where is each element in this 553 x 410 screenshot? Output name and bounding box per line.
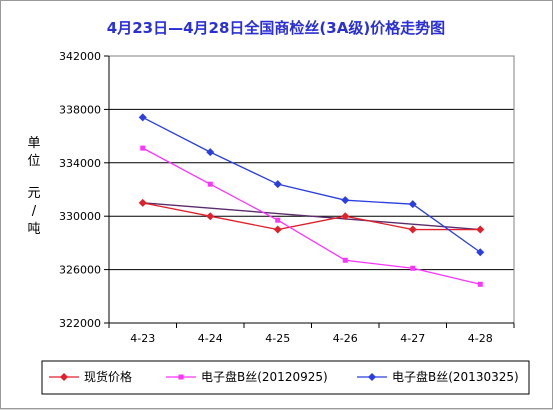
y-tick-label: 342000 — [59, 50, 101, 63]
legend-swatch-marker — [178, 374, 184, 380]
y-tick-label: 334000 — [59, 157, 101, 170]
y-axis-label-char-2: 位 — [27, 154, 40, 169]
series-3 — [138, 113, 485, 257]
y-tick-label: 330000 — [59, 210, 101, 223]
data-point — [410, 265, 416, 271]
x-axis-ticks: 4-23 4-24 4-25 4-26 4-27 4-28 — [108, 323, 515, 345]
y-tick-label: 338000 — [59, 103, 101, 116]
series-1 — [138, 198, 485, 234]
x-tick-label: 4-23 — [130, 332, 155, 345]
data-point — [341, 212, 350, 221]
y-axis-label-char-1: 单 — [27, 136, 40, 151]
series-2 — [140, 145, 483, 287]
legend: 现货价格 电子盘B丝(20120925) 电子盘B丝(20130325) — [49, 369, 519, 384]
legend-label: 电子盘B丝(20120925) — [201, 369, 328, 384]
series-line — [142, 202, 481, 231]
data-point — [408, 200, 417, 209]
x-tick-label: 4-27 — [400, 332, 425, 345]
data-point — [341, 196, 350, 205]
y-tick-label: 326000 — [59, 264, 101, 277]
legend-entry-1: 现货价格 — [49, 369, 132, 384]
data-point — [273, 225, 282, 234]
data-point — [408, 225, 417, 234]
legend-label: 电子盘B丝(20130325) — [392, 369, 519, 384]
legend-box — [41, 360, 530, 395]
data-point — [206, 148, 215, 157]
series-line — [142, 147, 481, 285]
data-point — [275, 217, 281, 223]
x-tick-label: 4-25 — [265, 332, 290, 345]
y-axis-label-char-4: / — [32, 204, 37, 219]
data-point — [273, 180, 282, 189]
y-axis-label-char-3: 元 — [27, 186, 40, 201]
y-axis-label-char-5: 吨 — [27, 222, 40, 237]
data-point — [140, 145, 146, 151]
legend-entry-2: 电子盘B丝(20120925) — [166, 369, 328, 384]
chart-title: 4月23日—4月28日全国商检丝(3A级)价格走势图 — [107, 19, 445, 37]
data-point — [138, 113, 147, 122]
data-point — [207, 181, 213, 187]
legend-swatch-marker — [60, 373, 68, 381]
legend-label: 现货价格 — [84, 369, 132, 384]
x-tick-label: 4-24 — [198, 332, 223, 345]
data-point — [476, 225, 485, 234]
x-tick-label: 4-28 — [468, 332, 493, 345]
legend-swatch-marker — [368, 373, 376, 381]
reference-line — [142, 202, 481, 231]
data-point — [138, 198, 147, 207]
y-axis-ticks: 322000 326000 330000 334000 338000 342000 — [59, 50, 109, 330]
plot-border — [108, 55, 515, 324]
y-axis-label: 单 位 元 / 吨 — [27, 136, 40, 237]
series-line — [142, 116, 481, 253]
x-tick-label: 4-26 — [333, 332, 358, 345]
plot-area — [108, 55, 515, 324]
data-point — [476, 248, 485, 257]
data-point — [477, 281, 483, 287]
y-tick-label: 322000 — [59, 317, 101, 330]
legend-entry-3: 电子盘B丝(20130325) — [357, 369, 519, 384]
gridlines — [109, 108, 514, 271]
data-point — [206, 212, 215, 221]
data-point — [342, 257, 348, 263]
series-group — [138, 113, 485, 287]
